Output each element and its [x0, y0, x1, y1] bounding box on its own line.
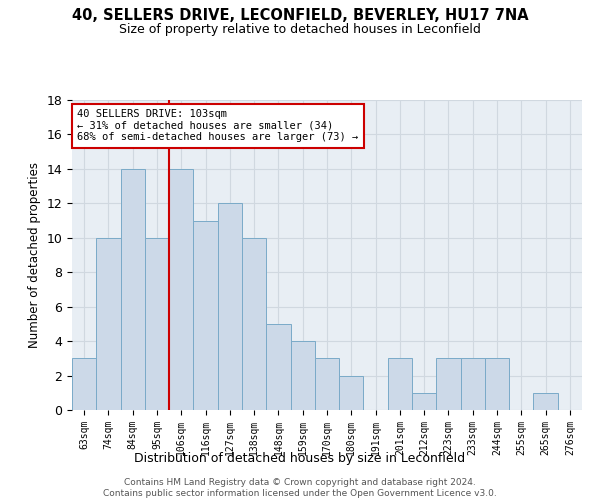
Text: 40 SELLERS DRIVE: 103sqm
← 31% of detached houses are smaller (34)
68% of semi-d: 40 SELLERS DRIVE: 103sqm ← 31% of detach…	[77, 110, 358, 142]
Text: 40, SELLERS DRIVE, LECONFIELD, BEVERLEY, HU17 7NA: 40, SELLERS DRIVE, LECONFIELD, BEVERLEY,…	[71, 8, 529, 22]
Y-axis label: Number of detached properties: Number of detached properties	[28, 162, 41, 348]
Bar	[266, 324, 290, 410]
Bar	[121, 169, 145, 410]
Text: Distribution of detached houses by size in Leconfield: Distribution of detached houses by size …	[134, 452, 466, 465]
Bar	[339, 376, 364, 410]
Bar	[218, 204, 242, 410]
Bar	[169, 169, 193, 410]
Bar	[290, 341, 315, 410]
Bar	[72, 358, 96, 410]
Text: Size of property relative to detached houses in Leconfield: Size of property relative to detached ho…	[119, 22, 481, 36]
Bar	[461, 358, 485, 410]
Bar	[315, 358, 339, 410]
Bar	[533, 393, 558, 410]
Bar	[485, 358, 509, 410]
Text: Contains HM Land Registry data © Crown copyright and database right 2024.
Contai: Contains HM Land Registry data © Crown c…	[103, 478, 497, 498]
Bar	[412, 393, 436, 410]
Bar	[96, 238, 121, 410]
Bar	[193, 220, 218, 410]
Bar	[436, 358, 461, 410]
Bar	[145, 238, 169, 410]
Bar	[242, 238, 266, 410]
Bar	[388, 358, 412, 410]
